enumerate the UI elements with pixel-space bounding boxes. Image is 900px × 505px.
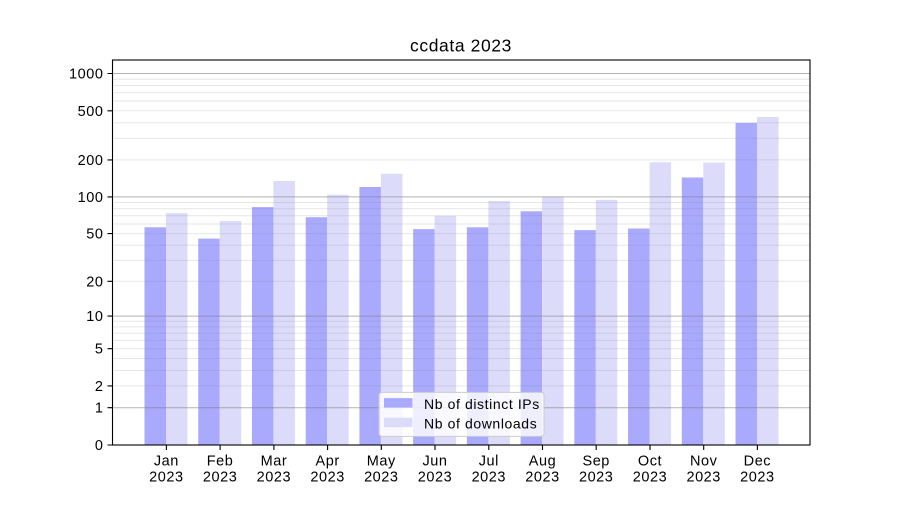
- svg-text:ccdata 2023: ccdata 2023: [410, 36, 512, 56]
- svg-text:50: 50: [86, 227, 103, 243]
- svg-text:2: 2: [95, 379, 104, 395]
- svg-text:500: 500: [78, 104, 104, 120]
- svg-text:5: 5: [95, 342, 104, 358]
- svg-text:10: 10: [86, 309, 103, 325]
- svg-text:Nb of distinct IPs: Nb of distinct IPs: [424, 396, 540, 412]
- svg-text:Nb of downloads: Nb of downloads: [424, 416, 537, 432]
- svg-text:200: 200: [78, 153, 104, 169]
- svg-text:1000: 1000: [69, 67, 103, 83]
- svg-text:0: 0: [95, 438, 104, 454]
- svg-text:20: 20: [86, 274, 103, 290]
- svg-text:1: 1: [95, 401, 104, 417]
- svg-text:100: 100: [78, 190, 104, 206]
